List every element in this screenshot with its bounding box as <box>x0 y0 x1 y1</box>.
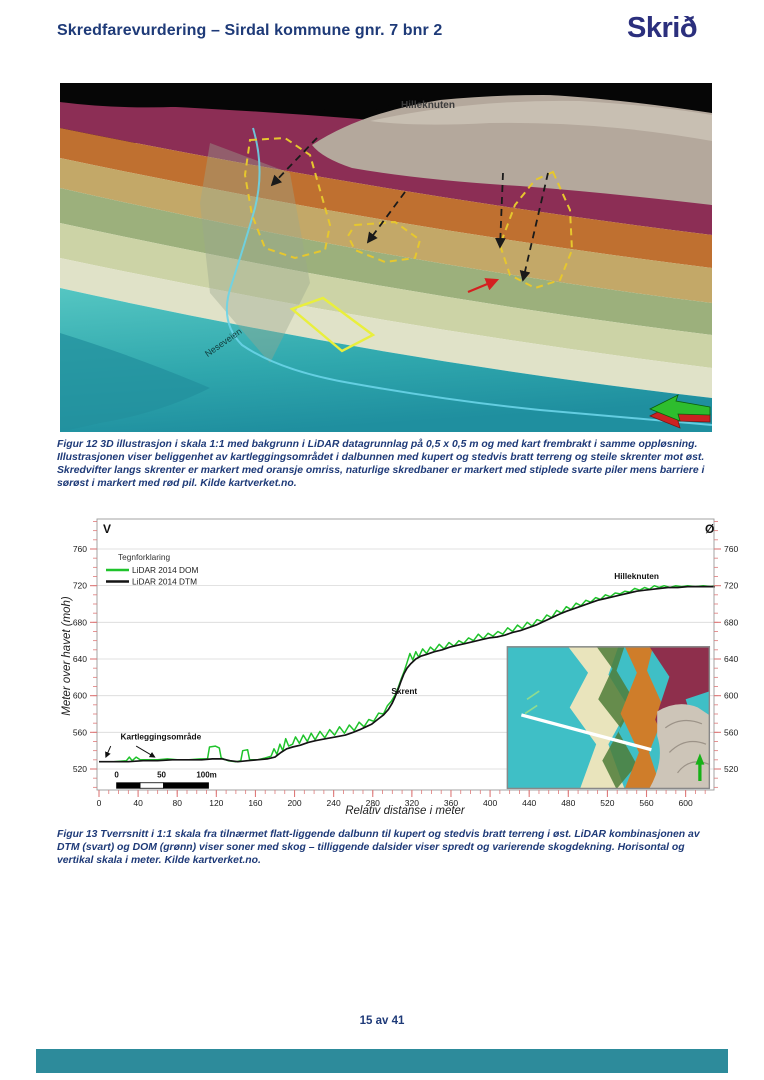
svg-text:600: 600 <box>73 691 87 701</box>
legend-title: Tegnforklaring <box>118 552 171 562</box>
svg-text:680: 680 <box>724 617 738 627</box>
legend: Tegnforklaring LiDAR 2014 DOM LiDAR 2014 D… <box>106 552 198 587</box>
figure12-caption: Figur 12 3D illustrasjon i skala 1:1 med… <box>57 439 705 489</box>
svg-text:50: 50 <box>157 770 166 779</box>
svg-text:600: 600 <box>679 798 693 808</box>
x-axis-label: Relativ distanse i meter <box>345 805 466 817</box>
axis-ticks <box>90 521 721 797</box>
page-title: Skredfarevurdering – Sirdal kommune gnr.… <box>57 22 443 39</box>
profile-series <box>99 584 716 763</box>
svg-text:720: 720 <box>73 581 87 591</box>
svg-text:720: 720 <box>724 581 738 591</box>
svg-text:400: 400 <box>483 798 497 808</box>
svg-text:Hilleknuten: Hilleknuten <box>614 571 659 581</box>
annotations: Kartleggingsområde Skrent Hilleknuten <box>105 571 659 758</box>
svg-text:0: 0 <box>114 770 119 779</box>
corner-label-east: Ø <box>705 522 714 536</box>
svg-text:280: 280 <box>366 798 380 808</box>
north-arrow-icon <box>649 394 711 429</box>
svg-text:Skrent: Skrent <box>391 686 417 696</box>
svg-text:Kartleggingsområde: Kartleggingsområde <box>121 732 202 742</box>
inset-profile-line <box>520 713 652 752</box>
figure12-3d-terrain: Hilleknuten Neseveien <box>60 83 712 432</box>
inset-map <box>506 646 711 790</box>
y-axis-label: Meter over havet (moh) <box>61 596 73 716</box>
svg-text:80: 80 <box>172 798 182 808</box>
svg-text:640: 640 <box>73 654 87 664</box>
svg-text:0: 0 <box>97 798 102 808</box>
company-logo: Skrið <box>627 12 698 44</box>
svg-text:520: 520 <box>600 798 614 808</box>
corner-label-west: V <box>103 522 111 536</box>
svg-text:240: 240 <box>327 798 341 808</box>
svg-text:640: 640 <box>724 654 738 664</box>
stream-line <box>225 127 712 426</box>
figure13-caption: Figur 13 Tverrsnitt i 1:1 skala fra tiln… <box>57 829 700 866</box>
svg-text:680: 680 <box>73 617 87 627</box>
svg-text:520: 520 <box>73 764 87 774</box>
svg-text:160: 160 <box>248 798 262 808</box>
svg-text:560: 560 <box>724 727 738 737</box>
svg-text:LiDAR 2014 DTM: LiDAR 2014 DTM <box>132 577 197 587</box>
svg-text:760: 760 <box>724 544 738 554</box>
dom-line <box>99 584 716 763</box>
svg-text:440: 440 <box>522 798 536 808</box>
terrain-painting <box>60 83 712 432</box>
scale-bar: 0 50 100m <box>114 770 217 789</box>
svg-text:320: 320 <box>405 798 419 808</box>
svg-text:200: 200 <box>287 798 301 808</box>
page-number: 15 av 41 <box>359 1015 405 1027</box>
svg-text:560: 560 <box>639 798 653 808</box>
peak-label: Hilleknuten <box>401 100 455 111</box>
barrier-arrow <box>467 278 500 294</box>
figure13-profile-chart: 0 40 80 120 160 200 240 280 320 360 400 440 480 520 56… <box>58 506 742 826</box>
svg-text:600: 600 <box>724 691 738 701</box>
dtm-line <box>99 585 715 763</box>
svg-text:360: 360 <box>444 798 458 808</box>
svg-text:760: 760 <box>73 544 87 554</box>
svg-text:120: 120 <box>209 798 223 808</box>
profile-chart: 0 40 80 120 160 200 240 280 320 360 400 440 480 520 56… <box>61 518 739 817</box>
debris-fan-outlines <box>243 136 574 290</box>
plot-border <box>96 518 715 791</box>
tick-labels: 0 40 80 120 160 200 240 280 320 360 400 440 480 520 56… <box>73 544 739 808</box>
footer-bar <box>36 1049 728 1073</box>
survey-area-rectangle <box>289 296 376 353</box>
svg-text:40: 40 <box>133 798 143 808</box>
svg-text:480: 480 <box>561 798 575 808</box>
svg-text:100m: 100m <box>196 770 216 779</box>
svg-text:LiDAR 2014 DOM: LiDAR 2014 DOM <box>132 565 198 575</box>
svg-text:520: 520 <box>724 764 738 774</box>
avalanche-path-arrows <box>270 137 549 282</box>
svg-text:560: 560 <box>73 727 87 737</box>
